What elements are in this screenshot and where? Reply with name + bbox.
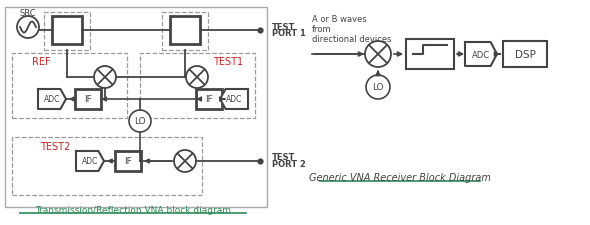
- Polygon shape: [465, 43, 497, 67]
- Bar: [170, 17, 200, 45]
- Text: TEST: TEST: [272, 22, 296, 31]
- Bar: [406, 40, 454, 70]
- Circle shape: [17, 17, 39, 39]
- Bar: [52, 17, 82, 45]
- Polygon shape: [220, 90, 248, 110]
- Text: Generic VNA Receiver Block Diagram: Generic VNA Receiver Block Diagram: [309, 172, 491, 182]
- Circle shape: [174, 150, 196, 172]
- Text: PORT 2: PORT 2: [272, 160, 306, 169]
- Text: PORT 1: PORT 1: [272, 29, 306, 38]
- Text: LO: LO: [134, 117, 146, 126]
- Circle shape: [186, 67, 208, 89]
- Bar: [140, 54, 255, 119]
- Text: directional devices: directional devices: [312, 35, 392, 44]
- Text: TEST2: TEST2: [40, 141, 70, 151]
- Text: IF: IF: [124, 157, 132, 166]
- Text: Transmission/Reflection VNA block diagram: Transmission/Reflection VNA block diagra…: [35, 206, 231, 215]
- Text: ADC: ADC: [226, 95, 242, 104]
- Text: from: from: [312, 25, 332, 34]
- Bar: [12, 137, 202, 195]
- Bar: [162, 13, 208, 51]
- Bar: [503, 42, 547, 68]
- Bar: [44, 13, 90, 51]
- Text: ADC: ADC: [44, 95, 60, 104]
- Circle shape: [94, 67, 116, 89]
- Bar: [12, 54, 127, 119]
- Text: ADC: ADC: [82, 157, 98, 166]
- Text: IF: IF: [84, 95, 92, 104]
- Bar: [196, 90, 222, 110]
- Text: DSP: DSP: [514, 50, 536, 60]
- Text: TEST: TEST: [272, 153, 296, 162]
- Bar: [75, 90, 101, 110]
- Bar: [5, 8, 267, 207]
- Text: ADC: ADC: [472, 50, 490, 59]
- Text: LO: LO: [372, 83, 384, 92]
- Text: A or B waves: A or B waves: [312, 16, 367, 24]
- Bar: [115, 151, 141, 171]
- Text: TEST1: TEST1: [213, 57, 243, 67]
- Text: IF: IF: [205, 95, 213, 104]
- Text: REF: REF: [32, 57, 51, 67]
- Polygon shape: [38, 90, 66, 110]
- Circle shape: [366, 76, 390, 99]
- Polygon shape: [76, 151, 104, 171]
- Circle shape: [129, 110, 151, 132]
- Circle shape: [365, 42, 391, 68]
- Text: SRC: SRC: [19, 9, 37, 18]
